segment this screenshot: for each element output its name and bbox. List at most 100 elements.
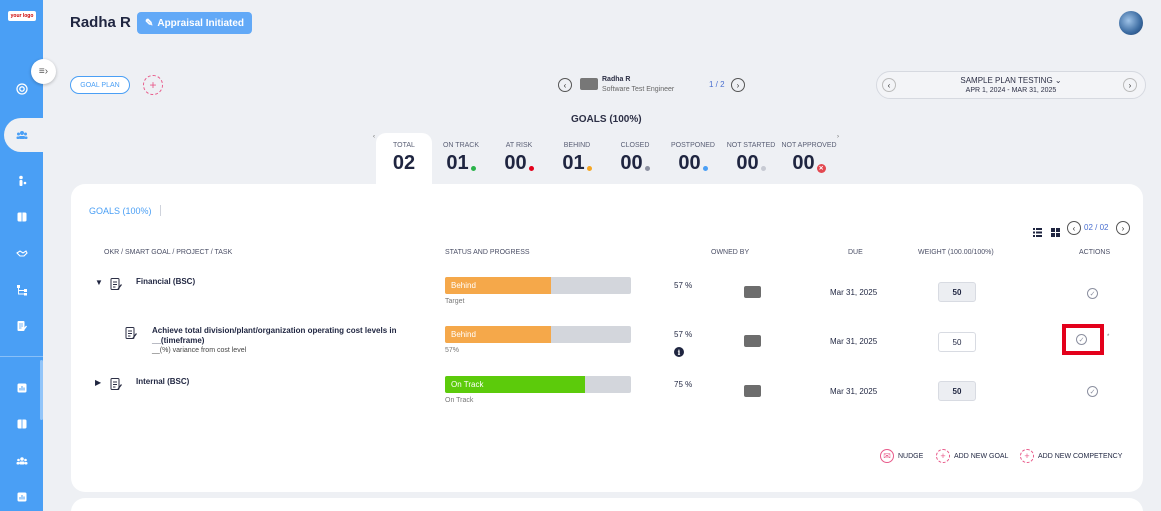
column-header-due: DUE	[848, 249, 863, 256]
progress-percent: 57 %	[674, 281, 693, 290]
add-new-competency-button[interactable]: + ADD NEW COMPETENCY	[1020, 449, 1122, 463]
weight-field[interactable]: 50	[938, 332, 976, 352]
stat-closed[interactable]: CLOSED 00	[615, 142, 655, 175]
stat-on-track[interactable]: ON TRACK 01	[441, 142, 481, 175]
progress-caption: Target	[445, 298, 465, 305]
column-header-weight: WEIGHT (100.00/100%)	[918, 249, 994, 256]
goal-title[interactable]: Achieve total division/plant/organizatio…	[152, 326, 397, 345]
goal-title[interactable]: Internal (BSC)	[136, 377, 190, 386]
stat-postponed[interactable]: POSTPONED 00	[668, 142, 718, 175]
info-icon[interactable]: i	[674, 347, 684, 357]
progress-bar-fill: Behind	[445, 326, 552, 343]
highlight-box	[1062, 324, 1104, 355]
owner-avatar	[744, 335, 761, 347]
stat-label: POSTPONED	[671, 142, 715, 149]
stat-behind[interactable]: BEHIND 01	[557, 142, 597, 175]
page-title: Radha R	[70, 14, 131, 31]
stat-value: 02	[392, 152, 416, 174]
prev-plan-icon[interactable]: ‹	[882, 78, 896, 92]
stat-label: BEHIND	[563, 142, 591, 149]
status-dot	[702, 166, 708, 171]
collapse-caret-icon[interactable]: ▼	[95, 278, 103, 287]
employee-avatar	[580, 78, 598, 90]
progress-caption: On Track	[445, 397, 474, 404]
person-icon[interactable]	[15, 174, 29, 188]
group-icon[interactable]	[15, 454, 29, 468]
secondary-card	[71, 498, 1143, 511]
sidebar-item-team[interactable]	[4, 118, 43, 152]
sidebar: your logo	[0, 0, 43, 511]
stat-label: AT RISK	[505, 142, 533, 149]
document-edit-icon[interactable]	[15, 319, 29, 333]
weight-field[interactable]: 50	[938, 282, 976, 302]
next-plan-icon[interactable]: ›	[1123, 78, 1137, 92]
column-header-status: STATUS AND PROGRESS	[445, 249, 530, 256]
expand-sidebar-icon[interactable]: ≡›	[31, 59, 56, 84]
nudge-button[interactable]: ✉ NUDGE	[880, 449, 923, 463]
chart-icon[interactable]	[15, 490, 29, 504]
stats-scroll-right-icon[interactable]: ›	[837, 134, 839, 140]
progress-bar: Behind	[445, 326, 631, 343]
goal-document-icon	[110, 378, 123, 390]
stat-label: ON TRACK	[442, 142, 480, 149]
prev-page-icon[interactable]: ‹	[1067, 221, 1081, 235]
prev-employee-icon[interactable]: ‹	[558, 78, 572, 92]
next-employee-icon[interactable]: ›	[731, 78, 745, 92]
progress-bar-fill: On Track	[445, 376, 585, 393]
progress-percent: 75 %	[674, 380, 693, 389]
progress-bar: On Track	[445, 376, 631, 393]
expand-caret-icon[interactable]: ▶	[95, 378, 102, 387]
add-plan-icon[interactable]: +	[143, 75, 163, 95]
required-marker-icon: *	[1107, 334, 1110, 340]
next-page-icon[interactable]: ›	[1116, 221, 1130, 235]
card-title[interactable]: GOALS (100%)	[89, 206, 152, 216]
stat-value: 00	[736, 152, 759, 174]
add-new-goal-button[interactable]: + ADD NEW GOAL	[936, 449, 1008, 463]
sidebar-scrollbar[interactable]	[40, 360, 43, 420]
book-icon[interactable]	[15, 417, 29, 431]
column-header-owned-by: OWNED BY	[711, 249, 750, 256]
stat-value: 01	[446, 152, 469, 174]
progress-percent: 57 %	[674, 330, 693, 339]
add-competency-label: ADD NEW COMPETENCY	[1038, 452, 1123, 460]
title-divider	[160, 205, 161, 216]
grid-view-icon[interactable]	[1051, 224, 1060, 237]
close-icon: ✕	[816, 164, 826, 173]
stat-total[interactable]: TOTAL 02	[389, 142, 419, 175]
plus-icon: +	[1020, 449, 1034, 463]
check-action-icon[interactable]: ✓	[1087, 386, 1098, 397]
goal-document-icon	[125, 327, 138, 339]
plan-selector[interactable]: ‹ SAMPLE PLAN TESTING ⌄ APR 1, 2024 - MA…	[876, 71, 1146, 99]
avatar[interactable]	[1119, 11, 1143, 35]
status-dot	[760, 166, 766, 171]
check-action-icon[interactable]: ✓	[1076, 334, 1087, 345]
employee-name: Radha R	[602, 76, 631, 83]
stat-value: 00	[620, 152, 643, 174]
appraisal-status-button[interactable]: ✎ Appraisal Initiated	[137, 12, 252, 34]
handshake-icon[interactable]	[15, 246, 29, 260]
list-view-icon[interactable]	[1033, 224, 1042, 237]
progress-bar: Behind	[445, 277, 631, 294]
org-tree-icon[interactable]	[15, 283, 29, 297]
stat-value: 00	[504, 152, 527, 174]
book-icon[interactable]	[15, 210, 29, 224]
status-label: Behind	[451, 330, 476, 339]
stat-not-approved[interactable]: NOT APPROVED 00 ✕	[780, 142, 838, 175]
check-action-icon[interactable]: ✓	[1087, 288, 1098, 299]
stat-at-risk[interactable]: AT RISK 00	[499, 142, 539, 175]
target-icon[interactable]	[15, 82, 29, 96]
owner-avatar	[744, 286, 761, 298]
chart-icon[interactable]	[15, 381, 29, 395]
due-date: Mar 31, 2025	[830, 288, 878, 297]
goals-heading: GOALS (100%)	[571, 114, 642, 125]
team-icon	[15, 128, 29, 142]
weight-field[interactable]: 50	[938, 381, 976, 401]
stat-not-started[interactable]: NOT STARTED 00	[725, 142, 777, 175]
stats-scroll-left-icon[interactable]: ‹	[373, 134, 375, 140]
goal-plan-button[interactable]: GOAL PLAN	[70, 76, 130, 94]
appraisal-status-label: Appraisal Initiated	[157, 17, 245, 29]
company-logo: your logo	[8, 11, 36, 21]
status-label: Behind	[451, 281, 476, 290]
goal-title[interactable]: Financial (BSC)	[136, 277, 196, 286]
plan-name[interactable]: SAMPLE PLAN TESTING ⌄	[877, 76, 1145, 85]
